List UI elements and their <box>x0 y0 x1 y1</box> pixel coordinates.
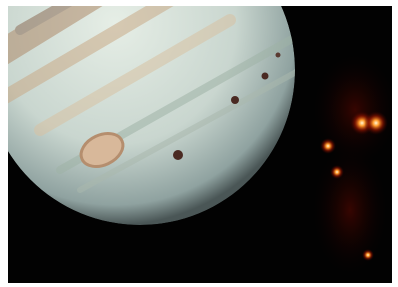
photo <box>0 0 398 287</box>
fragment <box>320 138 336 154</box>
fragment <box>330 165 344 179</box>
fragment <box>362 249 374 261</box>
impact-spot <box>173 150 183 160</box>
image-area <box>0 0 398 283</box>
page <box>0 0 398 287</box>
impact-spot <box>276 53 281 58</box>
fragment <box>364 111 388 135</box>
impact-spot <box>231 96 239 104</box>
impact-spot <box>262 73 269 80</box>
